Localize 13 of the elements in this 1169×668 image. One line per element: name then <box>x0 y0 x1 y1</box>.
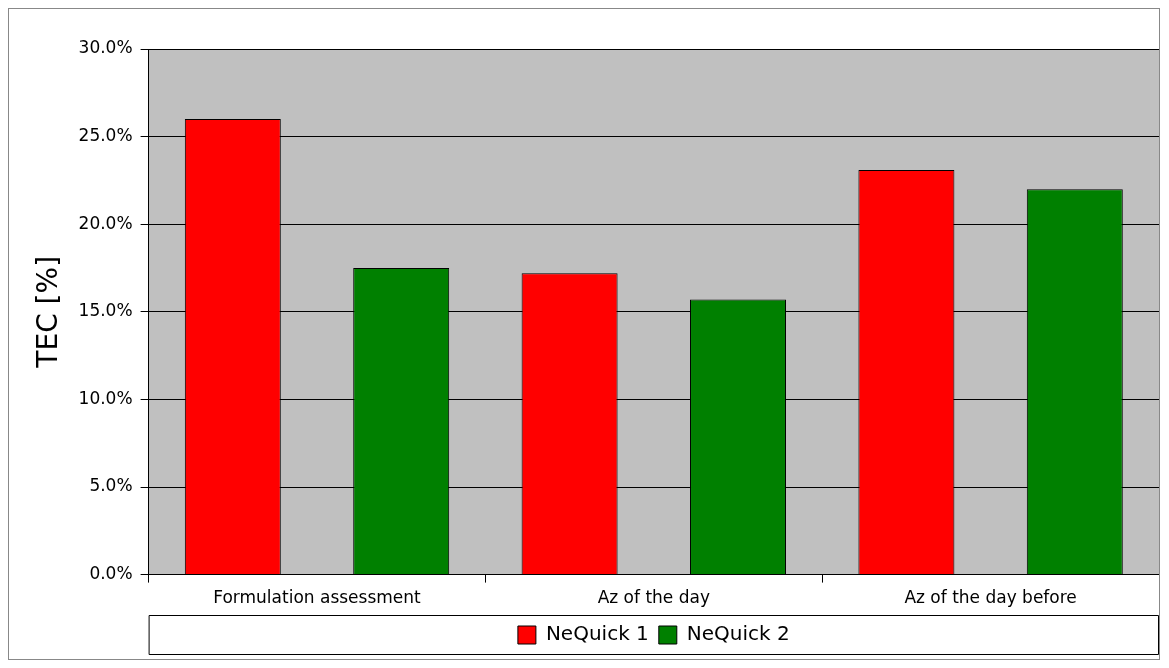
x-tick-label: Az of the day before <box>904 587 1077 608</box>
y-tick-label: 25.0% <box>78 125 133 146</box>
y-tick-label: 20.0% <box>78 212 133 233</box>
y-tick-label: 5.0% <box>89 475 133 496</box>
x-tick-label: Formulation assessment <box>213 587 422 608</box>
legend-label: NeQuick 2 <box>686 621 790 646</box>
y-tick-label: 10.0% <box>78 387 133 408</box>
y-axis-title: TEC [%] <box>31 255 65 369</box>
y-tick-label: 0.0% <box>89 563 133 584</box>
x-tick-label: Az of the day <box>597 587 710 608</box>
y-tick-label: 30.0% <box>78 37 133 58</box>
legend-label: NeQuick 1 <box>545 621 649 646</box>
y-tick-label: 15.0% <box>78 300 133 321</box>
